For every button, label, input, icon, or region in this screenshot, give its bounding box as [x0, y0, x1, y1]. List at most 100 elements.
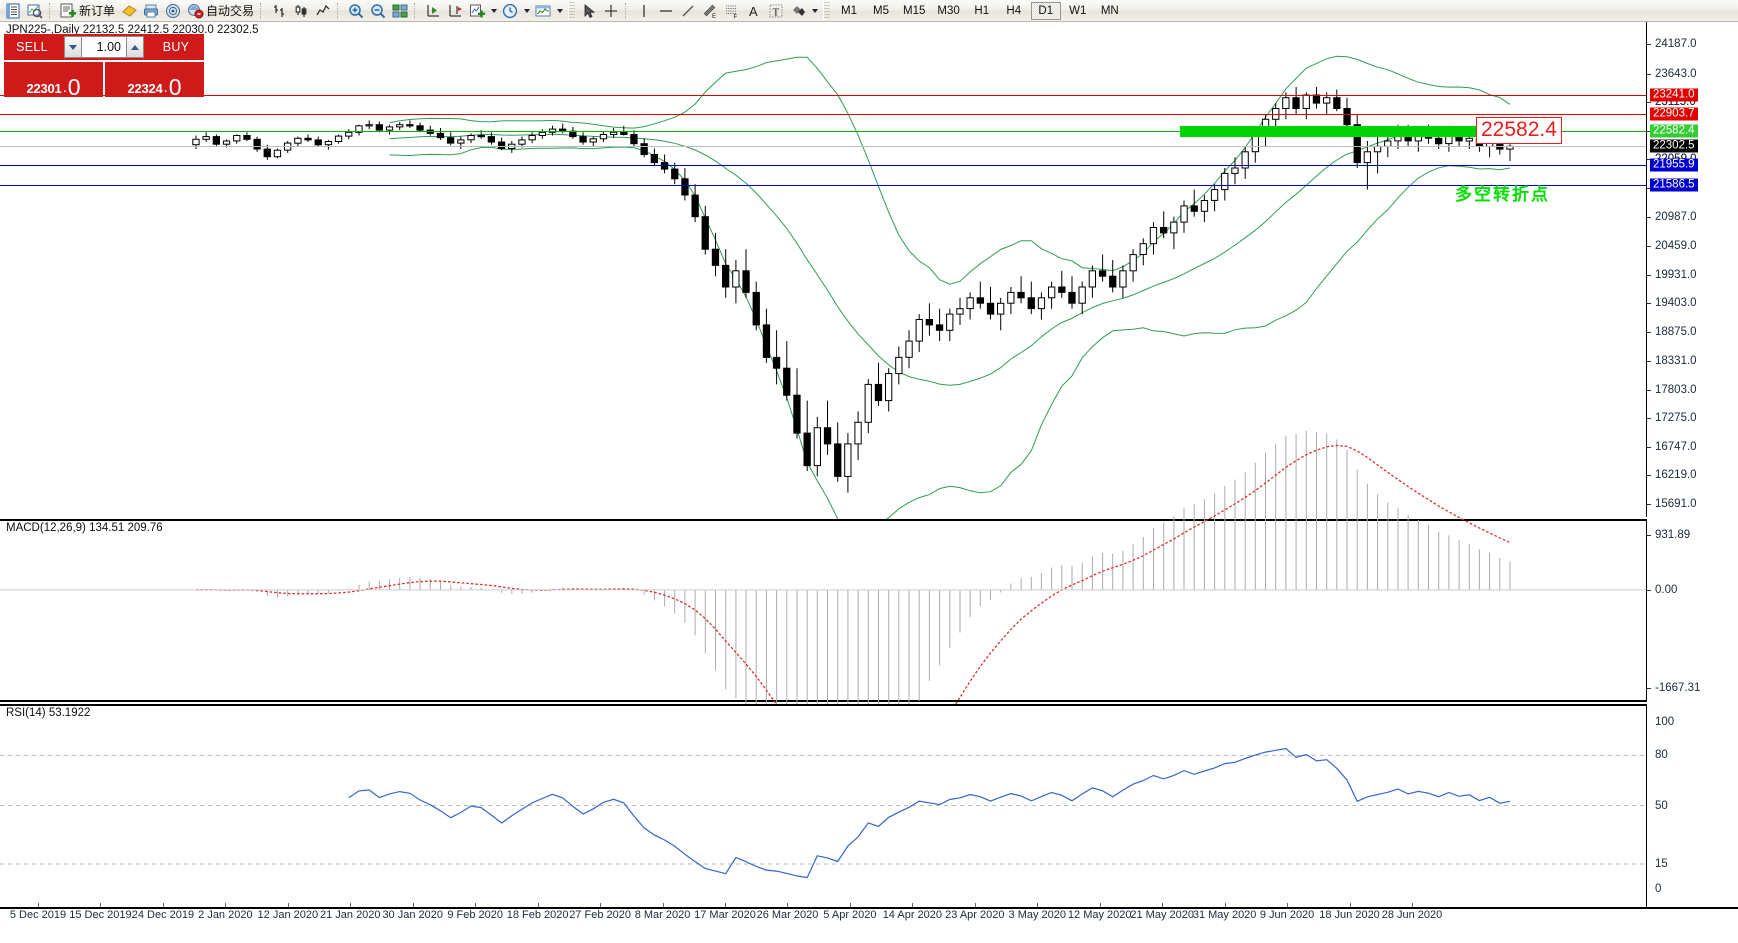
time-axis-label: 14 Apr 2020 — [882, 909, 943, 921]
ask-price-separator: . — [163, 79, 168, 96]
indicator-dropdown-caret-icon[interactable] — [488, 1, 499, 21]
line-chart-icon[interactable] — [312, 1, 334, 21]
blue-printer-icon[interactable] — [140, 1, 162, 21]
ask-price[interactable]: 22324 . 0 — [105, 62, 204, 99]
time-axis-label: 27 Feb 2020 — [569, 909, 631, 921]
clock-icon[interactable] — [499, 1, 521, 21]
time-axis-tick — [350, 903, 352, 907]
fibonacci-retracement-icon[interactable]: F — [721, 1, 743, 21]
macd-axis: 931.89 0.00 -1667.31 — [1646, 519, 1738, 702]
timeframe-w1[interactable]: W1 — [1069, 4, 1087, 17]
time-axis-tick — [787, 903, 789, 907]
price-axis[interactable]: 24187.023643.023115.022587.022059.021531… — [1646, 22, 1738, 517]
candlestick-chart-icon[interactable] — [290, 1, 312, 21]
bar-chart-icon[interactable] — [268, 1, 290, 21]
timeframe-mn[interactable]: MN — [1100, 4, 1119, 17]
price-level-badge-21586.5[interactable]: 21586.5 — [1650, 178, 1698, 192]
time-axis-label: 9 Jun 2020 — [1259, 909, 1315, 921]
annotation-price-box[interactable]: 22582.4 — [1476, 117, 1562, 145]
macd-pane[interactable]: MACD(12,26,9) 134.51 209.76 931.89 0.00 -1… — [0, 430, 1738, 846]
timeframe-m15[interactable]: M15 — [903, 4, 926, 17]
cursor-arrow-icon[interactable] — [578, 1, 600, 21]
auto-scroll-icon[interactable] — [422, 1, 444, 21]
market-watch-icon[interactable] — [24, 1, 46, 21]
timeframe-h1[interactable]: H1 — [974, 4, 990, 17]
time-axis-label: 5 Apr 2020 — [823, 909, 877, 921]
text-box-icon[interactable]: T — [765, 1, 787, 21]
price-pane[interactable]: JPN225-,Daily 22132.5 22412.5 22030.0 22… — [0, 22, 1738, 534]
chart-canvas-area[interactable]: JPN225-,Daily 22132.5 22412.5 22030.0 22… — [0, 22, 1738, 943]
vertical-line-icon[interactable] — [633, 1, 655, 21]
annotation-note-text[interactable]: 多空转折点 — [1455, 184, 1550, 205]
time-axis-label: 17 Mar 2020 — [694, 909, 756, 921]
sell-button[interactable]: SELL — [4, 34, 60, 60]
one-click-trade-panel[interactable]: SELL 1.00 BUY 22301 . 0 22324 — [4, 34, 204, 99]
timeframe-m30[interactable]: M30 — [937, 4, 960, 17]
equidistant-channel-icon[interactable]: E — [699, 1, 721, 21]
autotrading-button[interactable]: 自动交易 — [184, 1, 257, 21]
price-axis-tick — [1647, 475, 1651, 477]
support-zone-rectangle[interactable] — [1180, 126, 1480, 138]
price-level-badge-22582.4[interactable]: 22582.4 — [1650, 124, 1698, 138]
time-axis-tick — [725, 903, 726, 907]
template-dropdown-caret-icon[interactable] — [554, 1, 565, 21]
letter-a-icon[interactable]: A — [743, 1, 765, 21]
price-axis-tick — [1647, 44, 1651, 46]
shapes-icon[interactable] — [787, 1, 809, 21]
template-icon[interactable] — [532, 1, 554, 21]
crosshair-icon[interactable] — [600, 1, 622, 21]
price-axis-tick — [1647, 503, 1651, 505]
time-axis-tick — [662, 903, 664, 907]
macd-axis-tick — [1647, 535, 1651, 536]
timeframe-m5[interactable]: M5 — [873, 4, 890, 17]
toolbar-grip[interactable] — [568, 1, 576, 20]
zoom-out-icon[interactable] — [367, 1, 389, 21]
volume-stepper[interactable]: 1.00 — [60, 34, 148, 60]
price-level-badge-21955.9[interactable]: 21955.9 — [1650, 158, 1698, 172]
macd-axis-tick — [1647, 688, 1651, 689]
price-level-line-22582.4[interactable] — [0, 131, 1646, 133]
chart-shift-icon[interactable] — [444, 1, 466, 21]
timeframe-grip[interactable] — [823, 1, 831, 20]
price-level-badge-22302.5[interactable]: 22302.5 — [1650, 139, 1698, 153]
rsi-axis-label: 100 — [1655, 716, 1675, 728]
zoom-in-icon[interactable] — [345, 1, 367, 21]
price-axis-label: 15691.0 — [1655, 497, 1697, 510]
volume-input[interactable]: 1.00 — [82, 36, 126, 58]
price-level-line-21586.5[interactable] — [0, 184, 1646, 186]
price-level-line-23241.0[interactable] — [0, 95, 1646, 97]
price-level-line-21955.9[interactable] — [0, 164, 1646, 166]
terminal-icon[interactable] — [2, 1, 24, 21]
toolbar-separator-5 — [625, 2, 630, 19]
price-level-line-22903.7[interactable] — [0, 113, 1646, 115]
indicator-plus-icon[interactable] — [466, 1, 488, 21]
time-axis-label: 12 Jan 2020 — [257, 909, 319, 921]
buy-button[interactable]: BUY — [148, 34, 204, 60]
tile-windows-icon[interactable] — [389, 1, 411, 21]
clock-dropdown-caret-icon[interactable] — [521, 1, 532, 21]
rsi-pane[interactable]: RSI(14) 53.1922 100 80 50 15 0 5 Dec 2019 15 … — [0, 704, 1738, 943]
trendline-icon[interactable] — [677, 1, 699, 21]
radar-icon[interactable] — [162, 1, 184, 21]
price-axis-label: 19403.0 — [1655, 297, 1697, 310]
timeframe-d1[interactable]: D1 — [1030, 1, 1061, 20]
timeframe-h4[interactable]: H4 — [1006, 4, 1022, 17]
time-axis-label: 18 Feb 2020 — [506, 909, 569, 921]
new-order-button[interactable]: 新订单 — [57, 1, 118, 21]
price-level-badge-22903.7[interactable]: 22903.7 — [1650, 107, 1698, 121]
volume-increase-button[interactable] — [126, 36, 144, 58]
bid-price[interactable]: 22301 . 0 — [4, 62, 103, 99]
price-level-line-22302.5[interactable] — [0, 146, 1646, 148]
time-axis-tick — [1224, 903, 1226, 907]
horizontal-line-icon[interactable] — [655, 1, 677, 21]
timeframe-m1[interactable]: M1 — [841, 4, 858, 17]
price-level-badge-23241.0[interactable]: 23241.0 — [1650, 88, 1698, 102]
shapes-dropdown-caret-icon[interactable] — [809, 1, 820, 21]
volume-decrease-button[interactable] — [64, 36, 82, 58]
macd-axis-label: -1667.31 — [1655, 682, 1701, 694]
price-axis-label: 20987.0 — [1655, 211, 1697, 224]
yellow-diamond-icon[interactable] — [118, 1, 140, 21]
price-axis-tick — [1647, 331, 1651, 333]
time-axis: 5 Dec 2019 15 Dec 2019 24 Dec 2019 2 Jan 20… — [0, 903, 1646, 925]
price-axis-tick — [1647, 73, 1651, 75]
